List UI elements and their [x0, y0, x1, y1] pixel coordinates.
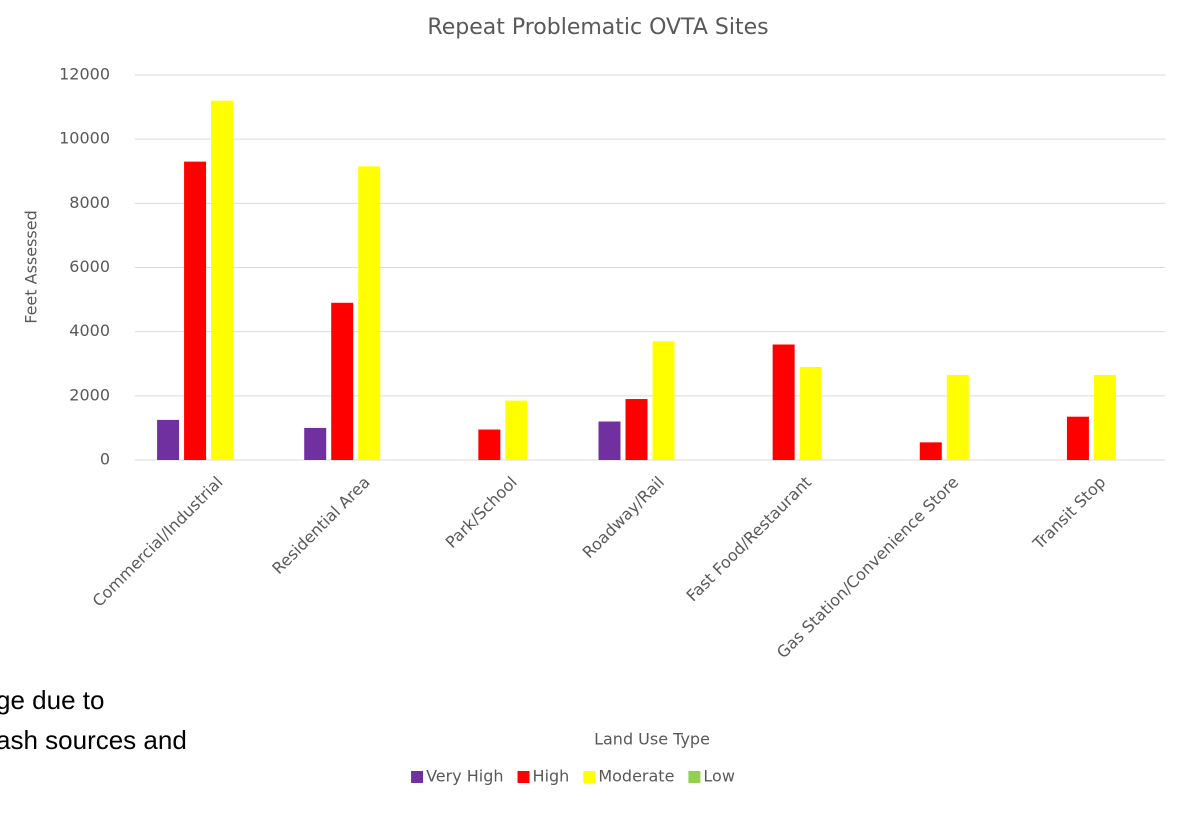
bar [478, 429, 501, 460]
legend-label: Low [703, 767, 735, 786]
overlay-text: ash sources and [0, 725, 187, 755]
bar [184, 161, 207, 460]
y-tick-label: 10000 [59, 129, 110, 148]
legend-swatch [688, 771, 701, 783]
bar [304, 427, 327, 460]
y-tick-label: 2000 [69, 385, 110, 404]
x-tick-label: Gas Station/Convenience Store [773, 473, 962, 662]
x-tick-label: Commercial/Industrial [89, 473, 227, 611]
bar [157, 419, 180, 460]
bar [598, 421, 621, 460]
x-tick-label: Park/School [442, 473, 521, 552]
x-tick-label: Residential Area [268, 473, 373, 578]
legend-swatch [517, 771, 530, 783]
bar [211, 100, 234, 461]
x-tick-label: Roadway/Rail [579, 473, 668, 562]
legend-label: High [533, 767, 570, 786]
x-tick-label: Fast Food/Restaurant [683, 473, 816, 606]
bar [625, 399, 648, 460]
bar [799, 366, 822, 460]
y-tick-label: 8000 [69, 193, 110, 212]
y-axis-label: Feet Assessed [22, 210, 41, 324]
bar [919, 442, 942, 460]
bar [772, 344, 795, 460]
y-tick-label: 12000 [59, 65, 110, 84]
bar [1066, 416, 1089, 460]
y-tick-label: 6000 [69, 257, 110, 276]
bar [1093, 374, 1116, 460]
bar [946, 374, 969, 460]
y-tick-label: 4000 [69, 321, 110, 340]
bar [358, 166, 381, 460]
x-axis-label: Land Use Type [594, 730, 710, 749]
bar [505, 400, 528, 460]
y-tick-label: 0 [100, 450, 110, 469]
chart-title: Repeat Problematic OVTA Sites [427, 15, 768, 40]
legend-label: Moderate [598, 767, 674, 786]
legend-swatch [411, 771, 424, 783]
bar [652, 341, 675, 460]
legend-label: Very High [426, 767, 503, 786]
bar [331, 302, 354, 460]
x-tick-label: Transit Stop [1028, 473, 1109, 554]
overlay-text: ge due to [0, 685, 104, 715]
legend-swatch [583, 771, 596, 783]
